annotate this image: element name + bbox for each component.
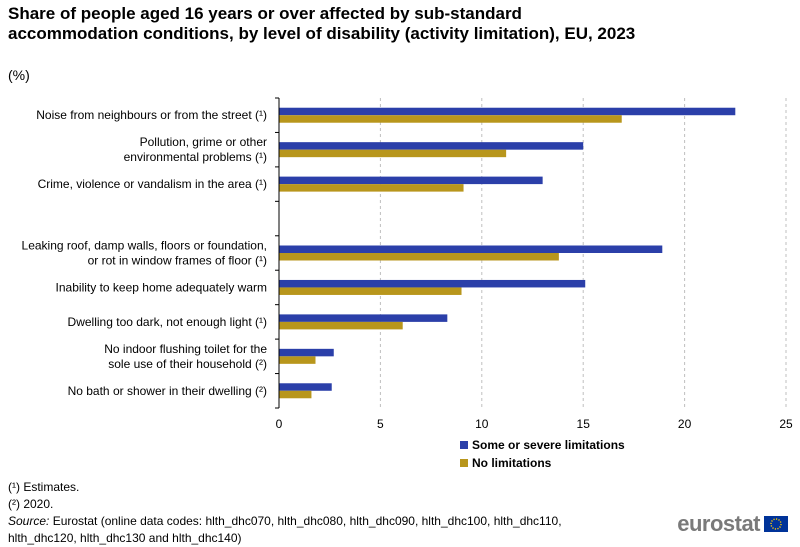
- bar-no-limitations: [279, 115, 622, 123]
- category-label: Pollution, grime or other environmental p…: [124, 135, 267, 164]
- category-label: Inability to keep home adequately warm: [56, 280, 267, 294]
- legend-label-no-limitations: No limitations: [472, 456, 552, 470]
- bar-no-limitations: [279, 321, 403, 330]
- category-label: Dwelling too dark, not enough light (¹): [68, 315, 267, 329]
- legend-swatch-no-limitations: [460, 459, 468, 467]
- source-note: Source: Eurostat (online data codes: hlt…: [8, 513, 628, 547]
- legend-item-no-limitations: No limitations: [460, 456, 551, 470]
- x-tick-label: 0: [276, 417, 283, 431]
- bar-some-limitations: [279, 245, 663, 253]
- bar-some-limitations: [279, 348, 334, 357]
- bar-no-limitations: [279, 149, 507, 158]
- category-label: Noise from neighbours or from the street…: [36, 108, 267, 122]
- legend-item-some-limitations: Some or severe limitations: [460, 438, 625, 452]
- bar-no-limitations: [279, 390, 312, 399]
- category-label: No bath or shower in their dwelling (²): [68, 384, 267, 398]
- x-tick-label: 15: [577, 417, 591, 431]
- bar-no-limitations: [279, 356, 316, 364]
- bar-some-limitations: [279, 314, 448, 322]
- legend-swatch-some-limitations: [460, 441, 468, 449]
- category-label: Crime, violence or vandalism in the area…: [38, 177, 267, 191]
- footnotes: (¹) Estimates. (²) 2020. Source: Eurosta…: [8, 479, 628, 547]
- logo-text: eurostat: [677, 511, 760, 536]
- eu-flag-icon: [764, 516, 788, 532]
- category-label: Leaking roof, damp walls, floors or foun…: [22, 239, 267, 268]
- bar-some-limitations: [279, 176, 543, 185]
- source-text: Eurostat (online data codes: hlth_dhc070…: [8, 514, 562, 545]
- x-tick-label: 5: [377, 417, 384, 431]
- footnote-estimates: (¹) Estimates.: [8, 480, 80, 494]
- bar-some-limitations: [279, 383, 332, 391]
- source-label: Source:: [8, 514, 50, 528]
- legend-label-some-limitations: Some or severe limitations: [472, 438, 625, 452]
- chart-title: Share of people aged 16 years or over af…: [8, 4, 636, 43]
- eurostat-logo: eurostat: [677, 511, 788, 537]
- x-tick-label: 20: [678, 417, 692, 431]
- footnote-2020: (²) 2020.: [8, 497, 54, 511]
- category-label: No indoor flushing toilet for the sole us…: [104, 342, 267, 371]
- x-tick-label: 25: [779, 417, 793, 431]
- bar-no-limitations: [279, 287, 462, 295]
- bar-some-limitations: [279, 142, 584, 150]
- bar-no-limitations: [279, 184, 464, 192]
- chart-unit: (%): [8, 67, 30, 83]
- bar-some-limitations: [279, 107, 736, 116]
- x-tick-label: 10: [475, 417, 489, 431]
- bar-no-limitations: [279, 253, 559, 261]
- bar-some-limitations: [279, 279, 586, 288]
